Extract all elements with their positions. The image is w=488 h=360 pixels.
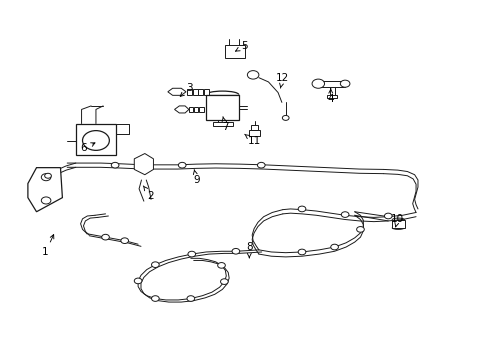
Bar (326, 95, 337, 98)
Circle shape (111, 162, 119, 168)
Circle shape (247, 71, 258, 79)
Circle shape (102, 234, 109, 240)
Bar (192, 89, 197, 95)
Circle shape (134, 278, 142, 284)
Circle shape (330, 244, 338, 250)
Bar (225, 45, 245, 58)
Text: 3: 3 (180, 83, 192, 96)
Circle shape (257, 162, 264, 168)
Circle shape (41, 174, 51, 181)
Text: 2: 2 (143, 186, 154, 201)
Bar (76, 123, 116, 155)
Circle shape (220, 279, 228, 284)
Circle shape (178, 162, 185, 168)
Polygon shape (174, 106, 188, 113)
Text: 6: 6 (81, 143, 95, 153)
Text: 4: 4 (327, 88, 333, 104)
Text: 8: 8 (245, 242, 252, 258)
Circle shape (82, 131, 109, 150)
Bar (194, 107, 198, 112)
Circle shape (187, 251, 195, 257)
Bar (188, 107, 193, 112)
Circle shape (340, 80, 349, 87)
Circle shape (298, 206, 305, 212)
Polygon shape (28, 168, 62, 212)
Bar (186, 89, 191, 95)
Circle shape (341, 212, 348, 217)
Text: 12: 12 (276, 73, 289, 88)
Bar (316, 81, 345, 86)
Circle shape (298, 249, 305, 255)
Text: 9: 9 (193, 170, 200, 185)
Bar (204, 89, 208, 95)
Bar (391, 220, 404, 228)
Bar (198, 89, 203, 95)
Bar (213, 122, 232, 126)
Circle shape (356, 226, 364, 232)
Text: 10: 10 (390, 214, 404, 227)
Polygon shape (167, 88, 185, 95)
Circle shape (217, 262, 225, 268)
Circle shape (186, 296, 194, 301)
Text: 11: 11 (244, 134, 260, 146)
Polygon shape (134, 154, 153, 175)
Circle shape (41, 197, 51, 204)
Bar (249, 130, 259, 136)
Circle shape (232, 248, 239, 254)
Text: 5: 5 (235, 41, 247, 51)
Circle shape (44, 173, 51, 178)
Text: 7: 7 (222, 117, 228, 132)
Circle shape (121, 238, 128, 243)
Circle shape (151, 296, 159, 301)
Text: 1: 1 (42, 235, 54, 257)
Circle shape (151, 262, 159, 267)
Bar (199, 107, 203, 112)
Bar (251, 125, 257, 130)
Circle shape (282, 116, 288, 120)
Circle shape (384, 213, 391, 219)
Circle shape (311, 79, 324, 88)
Bar (206, 95, 238, 120)
